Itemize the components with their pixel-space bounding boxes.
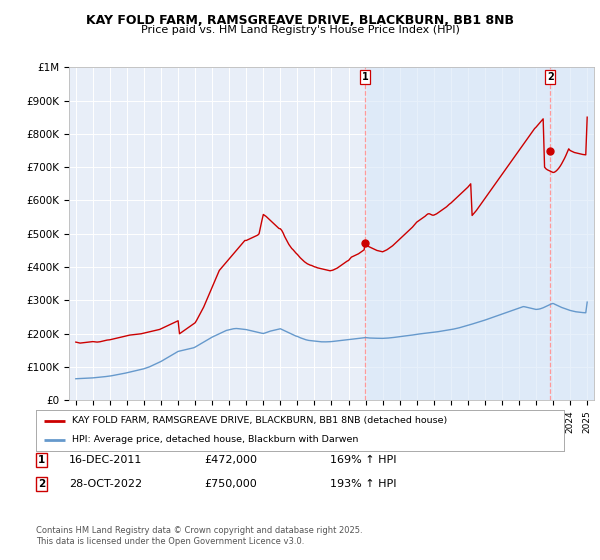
Text: £472,000: £472,000: [204, 455, 257, 465]
Bar: [365, 67, 594, 400]
Text: 193% ↑ HPI: 193% ↑ HPI: [330, 479, 397, 489]
Text: Contains HM Land Registry data © Crown copyright and database right 2025.
This d: Contains HM Land Registry data © Crown c…: [36, 526, 362, 546]
Text: KAY FOLD FARM, RAMSGREAVE DRIVE, BLACKBURN, BB1 8NB (detached house): KAY FOLD FARM, RAMSGREAVE DRIVE, BLACKBU…: [72, 417, 447, 426]
Text: 28-OCT-2022: 28-OCT-2022: [69, 479, 142, 489]
Text: £750,000: £750,000: [204, 479, 257, 489]
Text: Price paid vs. HM Land Registry's House Price Index (HPI): Price paid vs. HM Land Registry's House …: [140, 25, 460, 35]
Text: 2: 2: [38, 479, 45, 489]
Text: 16-DEC-2011: 16-DEC-2011: [69, 455, 142, 465]
Text: HPI: Average price, detached house, Blackburn with Darwen: HPI: Average price, detached house, Blac…: [72, 435, 358, 444]
Text: 1: 1: [361, 72, 368, 82]
Text: KAY FOLD FARM, RAMSGREAVE DRIVE, BLACKBURN, BB1 8NB: KAY FOLD FARM, RAMSGREAVE DRIVE, BLACKBU…: [86, 14, 514, 27]
Text: 169% ↑ HPI: 169% ↑ HPI: [330, 455, 397, 465]
Text: 2: 2: [547, 72, 554, 82]
Text: 1: 1: [38, 455, 45, 465]
